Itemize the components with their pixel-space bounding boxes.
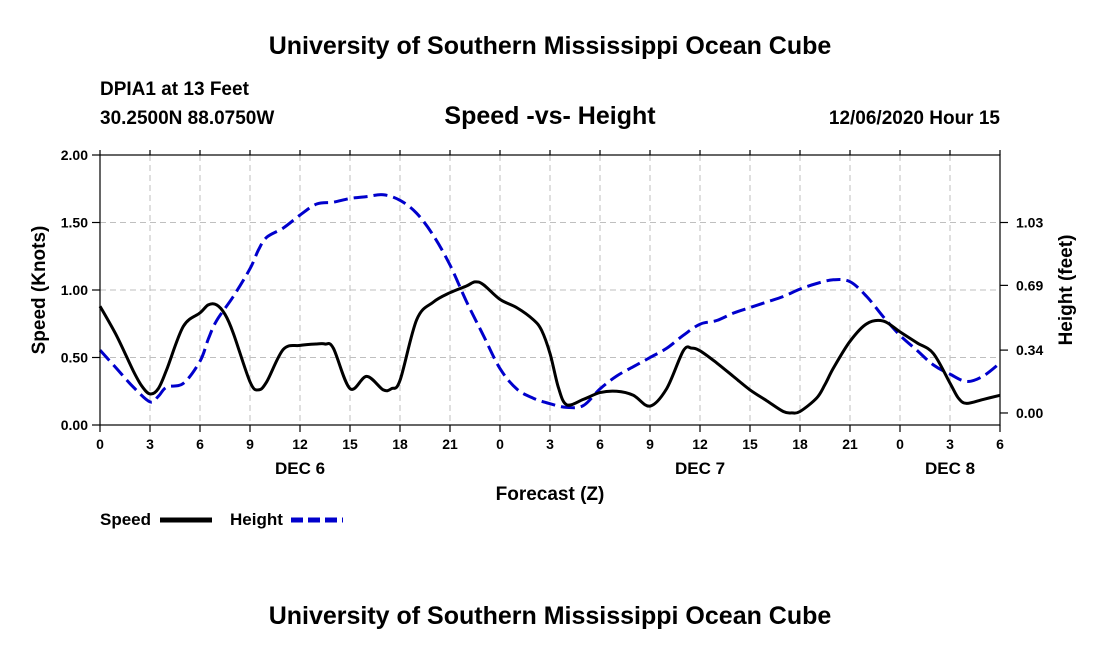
y-tick-label: 1.00 bbox=[61, 282, 88, 298]
issue-time-label: 12/06/2020 Hour 15 bbox=[829, 108, 1001, 129]
y-tick-label: 0.50 bbox=[61, 350, 88, 366]
x-tick-label: 21 bbox=[442, 436, 458, 452]
x-tick-label: 12 bbox=[292, 436, 308, 452]
x-tick-label: 0 bbox=[496, 436, 504, 452]
x-tick-label: 6 bbox=[596, 436, 604, 452]
y-tick-label: 2.00 bbox=[61, 147, 88, 163]
chart-title: Speed -vs- Height bbox=[444, 102, 656, 130]
x-tick-label: 3 bbox=[146, 436, 154, 452]
x-tick-label: 0 bbox=[896, 436, 904, 452]
station-label: DPIA1 at 13 Feet bbox=[100, 79, 250, 100]
x-tick-label: 21 bbox=[842, 436, 858, 452]
x-day-label: DEC 7 bbox=[675, 459, 725, 478]
location-label: 30.2500N 88.0750W bbox=[100, 108, 274, 129]
x-tick-label: 6 bbox=[996, 436, 1004, 452]
legend-height-label: Height bbox=[230, 510, 283, 529]
y2-tick-label: 0.34 bbox=[1016, 342, 1043, 358]
series-layer bbox=[98, 193, 1001, 415]
x-tick-label: 18 bbox=[392, 436, 408, 452]
y2-tick-label: 0.69 bbox=[1016, 277, 1043, 293]
x-day-label: DEC 8 bbox=[925, 459, 975, 478]
x-tick-label: 3 bbox=[546, 436, 554, 452]
y2-tick-label: 0.00 bbox=[1016, 405, 1043, 421]
grid bbox=[100, 155, 1000, 425]
page-title-bottom: University of Southern Mississippi Ocean… bbox=[269, 602, 832, 630]
series-line-speed bbox=[98, 280, 1001, 415]
x-axis-label: Forecast (Z) bbox=[496, 484, 605, 505]
x-tick-label: 15 bbox=[342, 436, 358, 452]
y-axis-label: Speed (Knots) bbox=[29, 226, 50, 355]
series-line-height bbox=[98, 193, 1001, 410]
axes: 0 3 6 9 12 15 18 21 0 3 6 9 12 15 18 21 0 3 6 0.00 0.50 1.00 1… bbox=[61, 147, 1044, 478]
x-tick-label: 0 bbox=[96, 436, 104, 452]
legend-speed-label: Speed bbox=[100, 510, 151, 529]
page-title-top: University of Southern Mississippi Ocean… bbox=[269, 32, 832, 60]
x-tick-label: 15 bbox=[742, 436, 758, 452]
x-tick-label: 9 bbox=[246, 436, 254, 452]
x-tick-label: 12 bbox=[692, 436, 708, 452]
x-tick-label: 9 bbox=[646, 436, 654, 452]
y-tick-label: 0.00 bbox=[61, 417, 88, 433]
x-day-label: DEC 6 bbox=[275, 459, 325, 478]
y2-tick-label: 1.03 bbox=[1016, 215, 1043, 231]
x-tick-label: 18 bbox=[792, 436, 808, 452]
y2-axis-label: Height (feet) bbox=[1056, 235, 1077, 346]
y-tick-label: 1.50 bbox=[61, 215, 88, 231]
x-tick-label: 6 bbox=[196, 436, 204, 452]
legend: Speed Height bbox=[100, 510, 343, 529]
x-tick-label: 3 bbox=[946, 436, 954, 452]
